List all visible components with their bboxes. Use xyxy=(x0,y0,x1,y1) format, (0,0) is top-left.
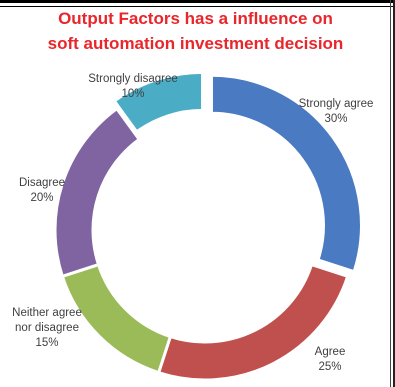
slice-strongly-agree xyxy=(209,73,363,274)
data-label-strongly-agree: Strongly agree 30% xyxy=(299,98,374,125)
data-label-strongly-disagree: Strongly disagree 10% xyxy=(88,73,178,100)
slice-disagree xyxy=(53,106,142,279)
data-label-neither-agree: Neither agree nor disagree 15% xyxy=(12,307,82,349)
chart-title-line-1: Output Factors has a influence on xyxy=(58,9,333,28)
slice-strongly-disagree xyxy=(112,70,205,134)
frame-top-border-inner xyxy=(0,6,395,7)
data-label-disagree: Disagree 20% xyxy=(19,177,65,204)
frame-top-border xyxy=(0,0,395,3)
frame-right-border xyxy=(393,0,395,387)
data-label-agree: Agree 25% xyxy=(315,346,346,373)
frame-right-border-inner xyxy=(390,0,391,387)
chart-title-line-2: soft automation investment decision xyxy=(47,34,344,53)
